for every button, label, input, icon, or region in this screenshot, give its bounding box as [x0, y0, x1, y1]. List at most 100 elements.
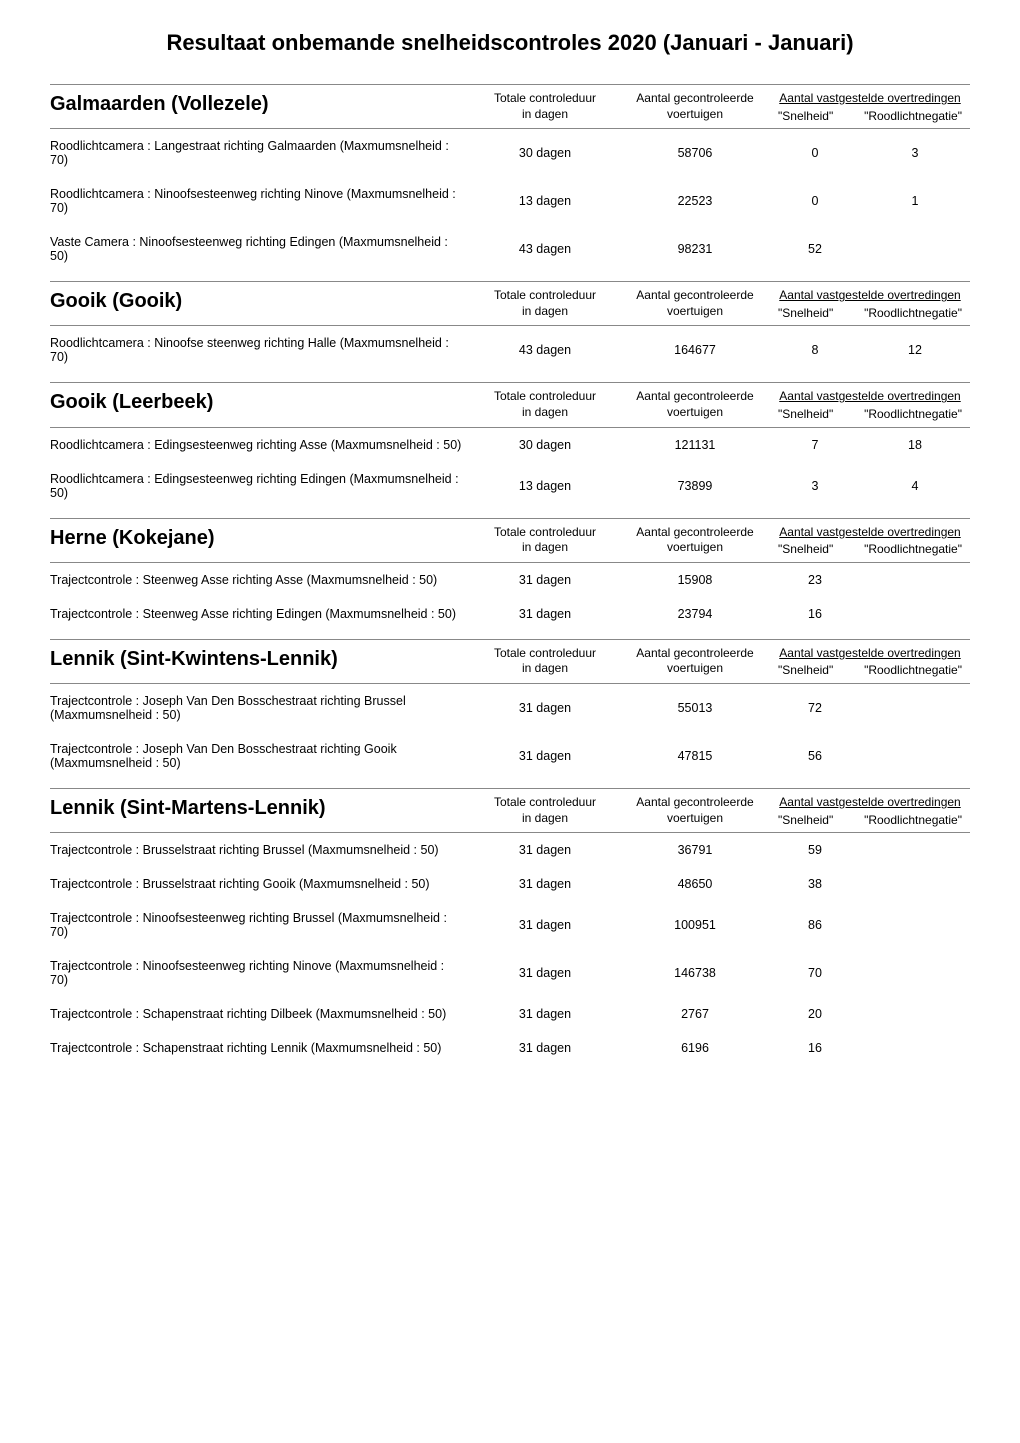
col-header-duration: Totale controleduurin dagen [470, 646, 620, 677]
cell-speed: 38 [770, 877, 860, 891]
cell-redlight: 1 [860, 194, 970, 208]
table-row: Trajectcontrole : Brusselstraat richting… [50, 867, 970, 901]
cell-speed: 8 [770, 343, 860, 357]
col-subheader-speed: "Snelheid" [778, 813, 833, 829]
cell-duration: 43 dagen [470, 242, 620, 256]
cell-duration: 31 dagen [470, 966, 620, 980]
col-header-duration: Totale controleduurin dagen [470, 91, 620, 122]
camera-label: Vaste Camera : Ninoofsesteenweg richting… [50, 235, 470, 263]
col-header-duration-l2: in dagen [470, 405, 620, 421]
page-title: Resultaat onbemande snelheidscontroles 2… [50, 30, 970, 56]
cell-count: 36791 [620, 843, 770, 857]
table-row: Trajectcontrole : Schapenstraat richting… [50, 1031, 970, 1065]
cell-duration: 31 dagen [470, 1041, 620, 1055]
table-row: Trajectcontrole : Brusselstraat richting… [50, 833, 970, 867]
col-header-count: Aantal gecontroleerdevoertuigen [620, 795, 770, 826]
cell-speed: 3 [770, 479, 860, 493]
table-row: Roodlichtcamera : Ninoofse steenweg rich… [50, 326, 970, 374]
col-header-duration-l1: Totale controleduur [470, 795, 620, 811]
col-header-duration-l2: in dagen [470, 661, 620, 677]
camera-label: Roodlichtcamera : Edingsesteenweg richti… [50, 472, 470, 500]
col-header-violations-top: Aantal vastgestelde overtredingen [770, 91, 970, 107]
table-row: Vaste Camera : Ninoofsesteenweg richting… [50, 225, 970, 273]
col-header-duration-l2: in dagen [470, 107, 620, 123]
cell-speed: 52 [770, 242, 860, 256]
col-header-count-l2: voertuigen [620, 405, 770, 421]
cell-duration: 31 dagen [470, 701, 620, 715]
col-header-count: Aantal gecontroleerdevoertuigen [620, 525, 770, 556]
camera-label: Trajectcontrole : Brusselstraat richting… [50, 877, 470, 891]
cell-count: 23794 [620, 607, 770, 621]
cell-speed: 7 [770, 438, 860, 452]
col-header-duration-l1: Totale controleduur [470, 525, 620, 541]
cell-redlight: 4 [860, 479, 970, 493]
section-header-row: Galmaarden (Vollezele)Totale controleduu… [50, 84, 970, 129]
camera-label: Trajectcontrole : Schapenstraat richting… [50, 1041, 470, 1055]
location-name: Lennik (Sint-Kwintens-Lennik) [50, 646, 470, 671]
cell-count: 98231 [620, 242, 770, 256]
col-header-duration: Totale controleduurin dagen [470, 795, 620, 826]
cell-count: 58706 [620, 146, 770, 160]
col-header-count: Aantal gecontroleerdevoertuigen [620, 91, 770, 122]
col-subheader-speed: "Snelheid" [778, 663, 833, 679]
camera-label: Roodlichtcamera : Ninoofsesteenweg richt… [50, 187, 470, 215]
cell-duration: 13 dagen [470, 479, 620, 493]
col-header-violations: Aantal vastgestelde overtredingen"Snelhe… [770, 525, 970, 558]
cell-count: 6196 [620, 1041, 770, 1055]
location-section: Lennik (Sint-Kwintens-Lennik)Totale cont… [50, 639, 970, 780]
col-header-duration: Totale controleduurin dagen [470, 288, 620, 319]
location-section: Lennik (Sint-Martens-Lennik)Totale contr… [50, 788, 970, 1065]
col-header-duration: Totale controleduurin dagen [470, 389, 620, 420]
cell-duration: 31 dagen [470, 843, 620, 857]
col-subheader-redlight: "Roodlichtnegatie" [864, 407, 962, 423]
cell-count: 22523 [620, 194, 770, 208]
camera-label: Roodlichtcamera : Ninoofse steenweg rich… [50, 336, 470, 364]
cell-count: 2767 [620, 1007, 770, 1021]
location-name: Gooik (Gooik) [50, 288, 470, 313]
cell-speed: 0 [770, 194, 860, 208]
cell-speed: 72 [770, 701, 860, 715]
table-row: Trajectcontrole : Joseph Van Den Bossche… [50, 684, 970, 732]
table-row: Roodlichtcamera : Edingsesteenweg richti… [50, 462, 970, 510]
table-row: Trajectcontrole : Joseph Van Den Bossche… [50, 732, 970, 780]
col-header-violations-top: Aantal vastgestelde overtredingen [770, 525, 970, 541]
cell-duration: 13 dagen [470, 194, 620, 208]
section-header-row: Gooik (Leerbeek)Totale controleduurin da… [50, 382, 970, 427]
col-subheader-speed: "Snelheid" [778, 542, 833, 558]
col-header-count: Aantal gecontroleerdevoertuigen [620, 646, 770, 677]
cell-count: 73899 [620, 479, 770, 493]
cell-duration: 31 dagen [470, 877, 620, 891]
cell-speed: 56 [770, 749, 860, 763]
section-header-row: Lennik (Sint-Martens-Lennik)Totale contr… [50, 788, 970, 833]
table-row: Trajectcontrole : Ninoofsesteenweg richt… [50, 901, 970, 949]
camera-label: Trajectcontrole : Schapenstraat richting… [50, 1007, 470, 1021]
cell-speed: 0 [770, 146, 860, 160]
location-section: Herne (Kokejane)Totale controleduurin da… [50, 518, 970, 631]
table-row: Roodlichtcamera : Langestraat richting G… [50, 129, 970, 177]
table-row: Roodlichtcamera : Edingsesteenweg richti… [50, 428, 970, 462]
col-header-count: Aantal gecontroleerdevoertuigen [620, 389, 770, 420]
cell-count: 15908 [620, 573, 770, 587]
section-header-row: Lennik (Sint-Kwintens-Lennik)Totale cont… [50, 639, 970, 684]
col-header-violations: Aantal vastgestelde overtredingen"Snelhe… [770, 389, 970, 422]
col-subheader-redlight: "Roodlichtnegatie" [864, 306, 962, 322]
col-header-count-l1: Aantal gecontroleerde [620, 288, 770, 304]
cell-duration: 30 dagen [470, 438, 620, 452]
cell-count: 164677 [620, 343, 770, 357]
col-header-violations: Aantal vastgestelde overtredingen"Snelhe… [770, 646, 970, 679]
cell-speed: 20 [770, 1007, 860, 1021]
cell-duration: 31 dagen [470, 749, 620, 763]
col-header-duration-l2: in dagen [470, 811, 620, 827]
section-header-row: Gooik (Gooik)Totale controleduurin dagen… [50, 281, 970, 326]
table-row: Trajectcontrole : Ninoofsesteenweg richt… [50, 949, 970, 997]
col-header-violations: Aantal vastgestelde overtredingen"Snelhe… [770, 288, 970, 321]
section-header-row: Herne (Kokejane)Totale controleduurin da… [50, 518, 970, 563]
location-section: Gooik (Leerbeek)Totale controleduurin da… [50, 382, 970, 509]
camera-label: Trajectcontrole : Steenweg Asse richting… [50, 573, 470, 587]
col-subheader-speed: "Snelheid" [778, 109, 833, 125]
table-row: Trajectcontrole : Schapenstraat richting… [50, 997, 970, 1031]
col-subheader-redlight: "Roodlichtnegatie" [864, 109, 962, 125]
cell-count: 48650 [620, 877, 770, 891]
col-header-duration-l2: in dagen [470, 304, 620, 320]
camera-label: Trajectcontrole : Ninoofsesteenweg richt… [50, 911, 470, 939]
